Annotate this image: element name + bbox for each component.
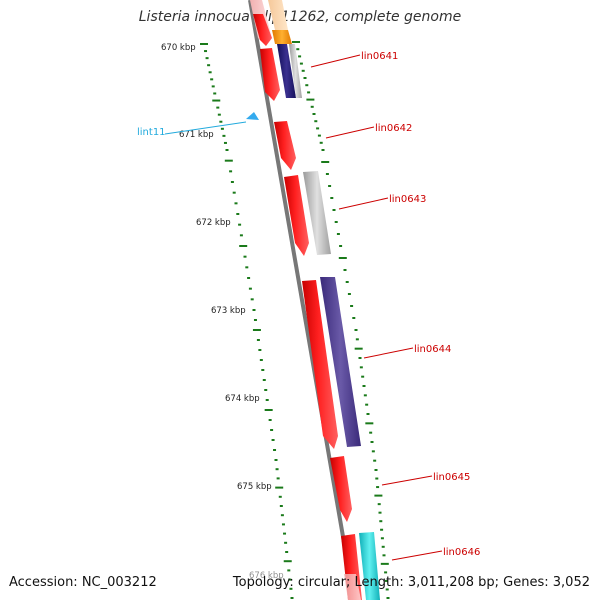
gene-lin0641-blast-hit-grey (289, 44, 302, 98)
tick-label-670: 670 kbp (161, 43, 196, 53)
accession-text: Accession: NC_003212 (9, 575, 157, 590)
tick-label-675: 675 kbp (237, 482, 272, 492)
callout-lin0643 (338, 197, 389, 210)
genome-backbone (248, 0, 356, 600)
gene-lin0641-cds (260, 48, 280, 101)
gene-lin0644-blast-hit-purple (320, 277, 361, 447)
gene-lin0644-cds (302, 280, 338, 449)
ruler-inner-ticks (200, 43, 294, 599)
gene-lin0646-blast-hit-cyan (359, 532, 380, 600)
tick-label-673: 673 kbp (211, 306, 246, 316)
gene-lin0643-cds (284, 175, 309, 256)
callout-lin0641 (310, 54, 361, 68)
gene-lin0642-cds (274, 121, 296, 170)
tick-label-672: 672 kbp (196, 218, 231, 228)
gene-lin0643-blast-hit-grey (303, 171, 331, 255)
gene-lin0641-blast-hit-dark (277, 44, 296, 98)
tick-label-674: 674 kbp (225, 394, 260, 404)
tick-label-671: 671 kbp (179, 130, 214, 140)
callout-lin0646 (391, 550, 443, 561)
gene-label-lin0641[interactable]: lin0641 (361, 51, 398, 62)
map-title: Listeria innocua Clip11262, complete gen… (138, 9, 462, 25)
gene-lin0645-cds (330, 456, 352, 522)
rna-label-lint11[interactable]: lint11 (137, 127, 166, 138)
callout-lin0645 (381, 475, 433, 486)
feature-pink-partial-bottom (344, 574, 361, 600)
genome-summary-text: Topology: circular; Length: 3,011,208 bp… (232, 575, 590, 590)
rna-lint11-feature (246, 112, 259, 120)
feature-orange-partial (272, 30, 292, 44)
feature-peach-partial (268, 0, 288, 30)
gene-label-lin0644[interactable]: lin0644 (414, 344, 451, 355)
callout-lin0644 (363, 347, 414, 359)
ruler-outer-ticks (292, 41, 390, 599)
feature-cds-partial-top (253, 14, 272, 46)
gene-label-lin0646[interactable]: lin0646 (443, 547, 480, 558)
tick-label-676: 676 kbp (249, 571, 284, 581)
gene-label-lin0643[interactable]: lin0643 (389, 194, 426, 205)
gene-label-lin0645[interactable]: lin0645 (433, 472, 470, 483)
callout-lint11 (164, 121, 247, 135)
callout-lin0642 (325, 126, 375, 139)
gene-label-lin0642[interactable]: lin0642 (375, 123, 412, 134)
